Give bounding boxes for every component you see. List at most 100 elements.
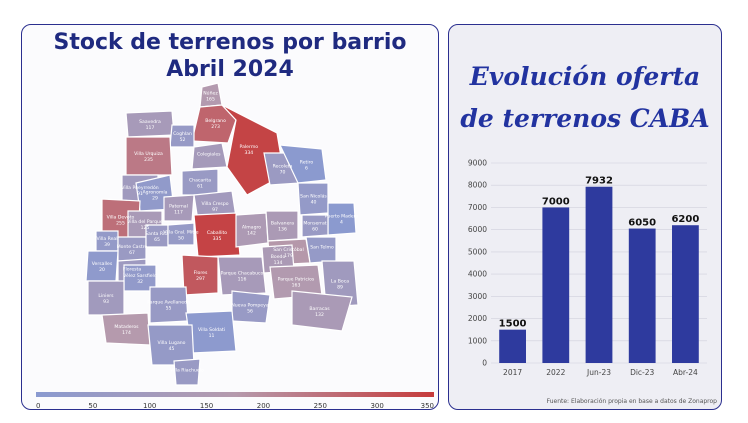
barrio-name: Villa Devoto (107, 215, 135, 221)
barrio-name: Recoleta (273, 164, 293, 170)
barrios-map: Núñez165Saavedra117Belgrano273Coghlan52V… (36, 82, 434, 410)
barrio-value: 6 (305, 165, 308, 171)
y-tick-label: 6000 (468, 225, 487, 234)
chart-title-line2: de terrenos CABA (460, 104, 710, 133)
x-tick-label: Jun-23 (586, 368, 611, 377)
barrio-shape (217, 256, 267, 296)
x-tick-label: Dic-23 (630, 368, 654, 377)
barrio-name: Caballito (207, 230, 227, 236)
barrio-name: Retiro (300, 159, 314, 165)
y-tick-label: 4000 (468, 270, 487, 279)
barrio-name: Núñez (203, 90, 218, 97)
barrio-value: 40 (311, 200, 317, 206)
barrio-name: San Cristóbal (273, 246, 304, 253)
barrio-name: Santa Rita (145, 231, 169, 237)
colorbar-tick: 0 (36, 402, 40, 410)
y-tick-label: 5000 (468, 247, 487, 256)
y-tick-label: 1000 (468, 336, 487, 345)
barrio-name: Villa Lugano (158, 340, 186, 346)
barrio-value: 39 (104, 242, 110, 248)
barrio-name: Vélez Sarsfield (123, 272, 157, 279)
barrio-name: Villa Urquiza (134, 151, 163, 157)
barrio-name: Nueva Pompeya (231, 303, 269, 309)
barrio-shape (301, 214, 329, 238)
y-tick-label: 7000 (468, 203, 487, 212)
barrio-name: Puerto Madero (325, 214, 359, 220)
y-tick-label: 2000 (468, 314, 487, 323)
barrio-value: 235 (144, 157, 153, 163)
bar-chart: 0 1000 2000 3000 4000 5000 6000 7000 8000 9000 15… (468, 159, 718, 406)
y-tick-label: 3000 (468, 292, 487, 301)
barrio-value: 56 (247, 309, 253, 315)
barrio-value: 70 (280, 170, 286, 176)
barrio-name: Paternal (169, 204, 188, 210)
y-tick-label: 0 (482, 359, 487, 368)
barrio-name: Mataderos (114, 324, 139, 330)
map-title: Stock de terrenos por barrio (53, 30, 407, 55)
barrio-shape (167, 222, 195, 246)
chart-panel: Evolución oferta de terrenos CABA 0 1000 2… (448, 24, 722, 410)
barrio-name: Monserrat (303, 221, 326, 227)
barrio-name: San Nicolás (300, 193, 327, 200)
barrio-value: 61 (197, 184, 203, 190)
barrio-value: 50 (178, 236, 184, 242)
barrio-name: Versalles (92, 261, 113, 267)
bar (628, 228, 656, 363)
barrio-name: Villa Riachuelo (170, 368, 204, 374)
barrio-name: San Telmo (310, 245, 334, 251)
x-tick-label: 2022 (546, 368, 565, 377)
barrio-name: Villa Crespo (201, 201, 228, 207)
barrio-value: 52 (180, 137, 186, 143)
barrio-value: 55 (166, 306, 172, 312)
barrio-shape (279, 144, 327, 184)
barrio-name: Barracas (309, 306, 330, 312)
barrio-value: 89 (337, 285, 343, 291)
chart-title: Evolución oferta (469, 62, 701, 91)
barrio-value: 297 (196, 276, 205, 282)
colorbar-tick: 200 (257, 402, 270, 410)
barrio-name: Parque Chacabuco (221, 271, 264, 277)
bar-value-label: 6200 (671, 214, 699, 225)
barrio-value: 132 (315, 312, 324, 318)
barrio-name: Almagro (242, 225, 261, 231)
barrio-value: 142 (247, 231, 256, 237)
barrio-value: 117 (146, 125, 155, 131)
barrio-value: 125 (141, 225, 150, 231)
barrio-value: 179 (284, 253, 293, 259)
barrio-shape (163, 194, 195, 222)
barrio-name: Balvanera (271, 221, 294, 227)
barrio-value: 116 (238, 277, 247, 283)
barrio-name: Parque Avellaneda (147, 300, 190, 306)
barrio-name: La Boca (331, 279, 349, 285)
barrio-name: Monte Castro (117, 244, 148, 250)
bar-value-label: 7000 (542, 196, 570, 207)
colorbar-tick: 350 (421, 402, 434, 410)
map-subtitle: Abril 2024 (166, 57, 294, 82)
barrio-shape (193, 212, 241, 258)
barrio-name: Floresta (123, 267, 142, 273)
barrio-shape (181, 254, 219, 296)
barrio-value: 134 (274, 260, 283, 266)
barrio-name: Belgrano (205, 118, 226, 124)
map-panel: Stock de terrenos por barrio Abril 2024 … (21, 24, 439, 410)
x-tick-label: 2017 (503, 368, 522, 377)
barrio-name: Flores (194, 270, 208, 276)
barrio-value: 136 (278, 227, 287, 233)
bar (672, 225, 699, 363)
barrio-shape (291, 290, 353, 332)
barrio-name: Palermo (240, 144, 259, 150)
colorbar-tick: 100 (143, 402, 156, 410)
y-tick-label: 9000 (468, 159, 487, 168)
barrio-value: 60 (312, 227, 318, 233)
barrio-value: 65 (154, 237, 160, 243)
y-tick-label: 8000 (468, 181, 487, 190)
barrio-name: Saavedra (139, 119, 161, 125)
barrio-name: Villa Gral. Mitre (163, 230, 198, 236)
barrio-value: 163 (292, 283, 301, 289)
source-note: Fuente: Elaboración propia en base a dat… (547, 398, 718, 405)
barrio-name: Coghlan (173, 131, 192, 137)
barrio-value: 20 (99, 267, 105, 273)
bar (542, 207, 570, 363)
bar-value-label: 1500 (499, 319, 527, 330)
x-tick-label: Abr-24 (673, 368, 698, 377)
